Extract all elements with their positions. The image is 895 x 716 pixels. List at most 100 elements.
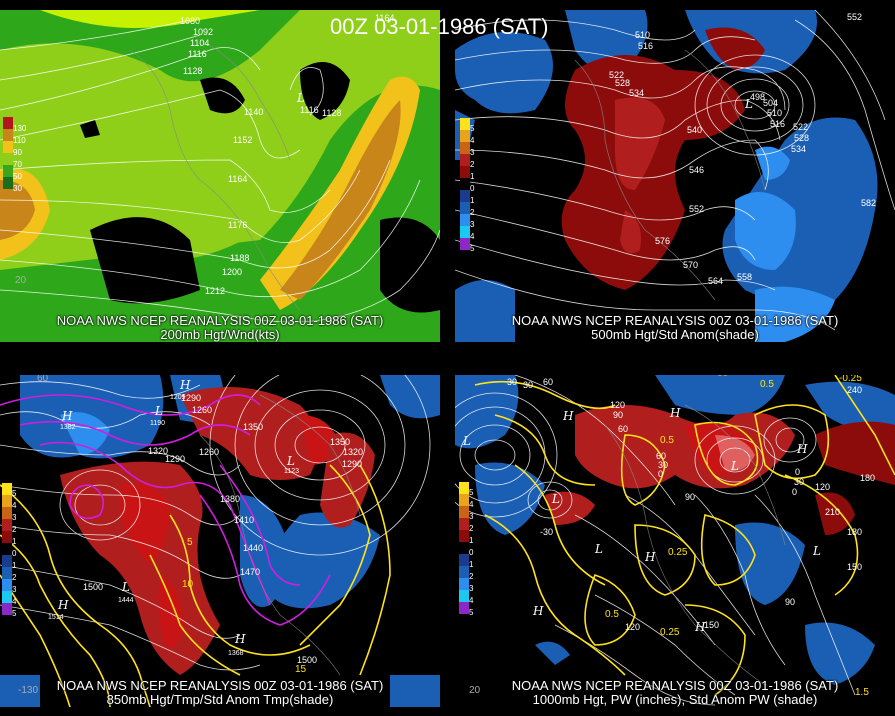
temp-label: 15 [295, 664, 307, 675]
contour-label: 522 [793, 122, 808, 132]
contour-label: 150 [704, 620, 719, 630]
low-marker: L [286, 454, 295, 468]
high-marker: H [796, 442, 808, 456]
pw-label: -0.25 [839, 375, 862, 384]
contour-label: 552 [689, 204, 704, 214]
contour-label: 60 [543, 377, 553, 387]
contour-label: 90 [785, 597, 795, 607]
contour-label: 576 [655, 236, 670, 246]
caption-line2: 1000mb Hgt, PW (inches), Std Anom PW (sh… [532, 692, 818, 707]
low-marker: L [744, 97, 753, 111]
contour-label: 1320 [343, 447, 363, 457]
legend-850mb [2, 483, 12, 615]
contour-label: 1440 [243, 543, 263, 553]
caption-line2: 500mb Hgt/Std Anom(shade) [591, 327, 759, 342]
contour-label: 1260 [199, 447, 219, 457]
lat-label: 60 [717, 375, 729, 379]
contour-label: 60 [618, 424, 628, 434]
panel-1000mb: 60 30 0 30 60 90 120 150 180 210 240 30 … [455, 375, 895, 707]
pw-label: 0.5 [760, 379, 774, 390]
contour-label: 1209 [170, 394, 186, 401]
contour-label: 1410 [234, 515, 254, 525]
temp-label: 5 [187, 537, 193, 548]
high-marker: H [669, 406, 681, 420]
contour-label: 1382 [60, 424, 76, 431]
low-marker: L [551, 492, 560, 506]
contour-label: 120 [610, 400, 625, 410]
contour-label: 1128 [183, 66, 202, 76]
contour-label: 210 [825, 507, 840, 517]
contour-label: 1444 [118, 597, 134, 604]
contour-label: 90 [685, 492, 695, 502]
high-marker: H [234, 632, 246, 646]
pw-label: 0.25 [660, 627, 680, 638]
temp-label: 10 [182, 579, 194, 590]
contour-label: 1128 [322, 108, 341, 118]
contour-label: 570 [683, 260, 698, 270]
low-marker: L [812, 544, 821, 558]
contour-label: 1116 [188, 49, 207, 59]
contour-label: 1212 [205, 286, 225, 296]
panel-500mb: 552 510 516 522 528 534 540 546 552 558 … [455, 10, 895, 342]
contour-label: 1164 [228, 174, 247, 184]
contour-label: 1320 [148, 446, 168, 456]
contour-label: 528 [615, 78, 630, 88]
contour-label: 1190 [150, 420, 165, 427]
map-200mb: 1080 1092 1104 1116 1128 1140 1152 1164 … [0, 10, 440, 342]
contour-label: 150 [847, 562, 862, 572]
contour-label: 1290 [342, 459, 362, 469]
pw-label: 0.5 [660, 435, 674, 446]
low-marker: L [296, 91, 305, 105]
map-500mb: 552 510 516 522 528 534 540 546 552 558 … [455, 10, 895, 342]
pw-label: 0.25 [668, 547, 688, 558]
contour-label: 60 [656, 451, 666, 461]
contour-label: 1380 [220, 494, 240, 504]
low-marker: L [462, 434, 471, 448]
map-1000mb: 60 30 0 30 60 90 120 150 180 210 240 30 … [455, 375, 895, 707]
pw-label: 1.5 [855, 687, 869, 698]
contour-label: 1176 [228, 220, 247, 230]
contour-label: 1123 [284, 468, 299, 475]
caption-line1: NOAA NWS NCEP REANALYSIS 00Z 03-01-1986 … [511, 678, 839, 693]
contour-label: 510 [635, 30, 650, 40]
caption-line2: 200mb Hgt/Wnd(kts) [160, 327, 280, 342]
contour-label: 120 [815, 482, 830, 492]
contour-label: 558 [737, 272, 752, 282]
contour-label: 540 [687, 125, 702, 135]
contour-label: 498 [750, 92, 765, 102]
high-marker: H [57, 598, 69, 612]
contour-label: 522 [609, 70, 624, 80]
contour-label: 0 [792, 487, 797, 497]
contour-label: 510 [767, 108, 782, 118]
high-marker: H [61, 409, 73, 423]
contour-label: 1092 [193, 27, 213, 37]
contour-label: 1470 [240, 567, 260, 577]
contour-label: 1350 [330, 437, 350, 447]
contour-label: 180 [860, 473, 875, 483]
contour-label: 1140 [244, 107, 263, 117]
caption-line1: NOAA NWS NCEP REANALYSIS 00Z 03-01-1986 … [56, 313, 384, 328]
contour-label: 1290 [165, 454, 185, 464]
contour-label: 564 [708, 276, 723, 286]
contour-label: 1500 [297, 655, 317, 665]
map-850mb: 1290 1260 1350 1320 1290 1260 1380 1410 … [0, 375, 440, 707]
contour-label: 1152 [233, 135, 252, 145]
contour-label: 0 [795, 467, 800, 477]
contour-label: 1290 [181, 393, 201, 403]
contour-label: 1500 [83, 582, 103, 592]
caption-line1: NOAA NWS NCEP REANALYSIS 00Z 03-01-1986 … [56, 678, 384, 693]
legend-1000mb [459, 482, 469, 614]
contour-label: 120 [625, 622, 640, 632]
caption-line2: 850mb Hgt/Tmp/Std Anom Tmp(shade) [106, 692, 334, 707]
lat-label: -130 [18, 685, 38, 696]
contour-label: 0 [658, 469, 663, 479]
contour-label: 582 [861, 198, 876, 208]
pw-label: 0.5 [605, 609, 619, 620]
high-marker: H [694, 620, 706, 634]
contour-label: 30 [658, 460, 668, 470]
low-marker: L [730, 459, 739, 473]
contour-label: 30 [507, 377, 517, 387]
